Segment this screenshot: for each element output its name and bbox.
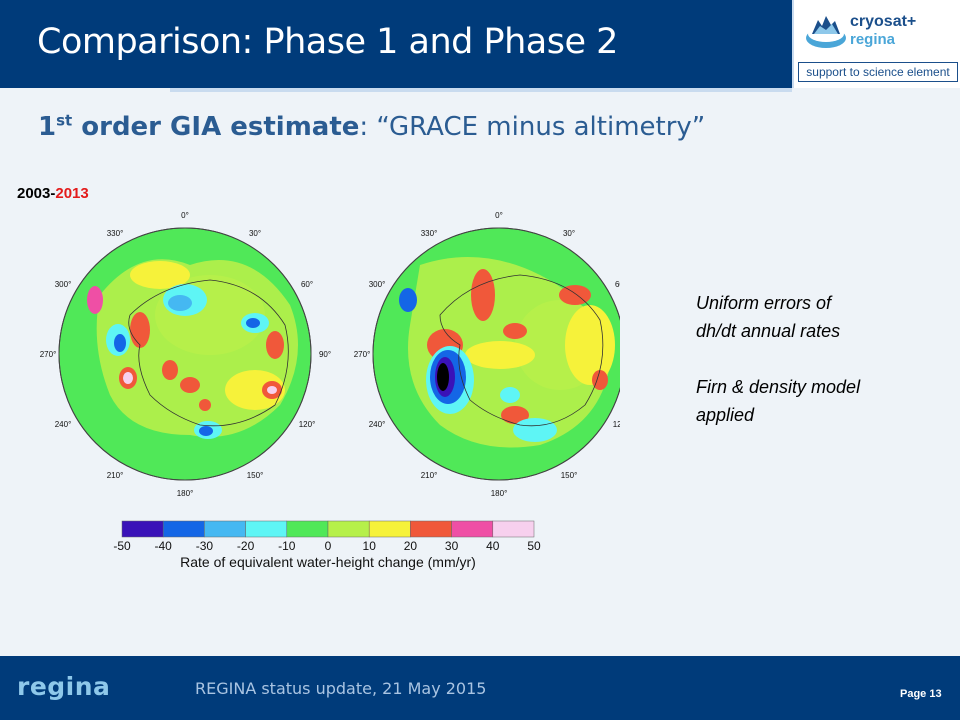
colorbar-swatch [492,520,535,538]
note-line: dh/dt annual rates [696,321,841,341]
colorbar-swatches [121,520,535,538]
map-phase-1-longitude-labels: 0° 30° 60° 90° 120° 150° 180° 210° 240° … [40,211,331,498]
lon-label: 240° [55,420,72,429]
notes-text: Uniform errors of dh/dt annual rates Fir… [696,289,860,429]
subtitle-number: 1 [38,112,57,142]
colorbar-swatch [286,520,329,538]
colorbar-swatch [327,520,370,538]
map-phase-1: 0° 30° 60° 90° 120° 150° 180° 210° 240° … [40,211,331,498]
note-line: Uniform errors of [696,293,832,313]
lon-label: 330° [107,229,124,238]
lon-label: 180° [177,489,194,498]
lon-label: 270° [40,350,56,359]
colorbar-tick-label: -30 [196,539,214,553]
colorbar-ticks: -50 -40 -30 -20 -10 0 10 20 30 40 50 [113,539,541,553]
footer-bar: regina REGINA status update, 21 May 2015… [0,656,960,720]
colorbar-swatch [121,520,164,538]
lon-label: 150° [247,471,264,480]
lon-label: 30° [563,229,575,238]
colorbar-swatch [162,520,205,538]
subtitle-superscript: st [56,111,73,130]
cryosat-regina-logo: cryosat+ regina support to science eleme… [792,0,960,88]
lon-label: 150° [561,471,578,480]
logo-name-line2: regina [850,31,896,48]
logo-name-line1: cryosat+ [850,13,917,30]
lon-label: 120° [299,420,316,429]
lon-label: 210° [107,471,124,480]
header-divider [170,88,792,92]
lon-label: 240° [369,420,386,429]
period-label: 2003-2013 [17,185,89,202]
colorbar-tick-label: 50 [527,539,541,553]
subtitle-bold-text: order GIA estimate [72,112,360,142]
lon-label: 300° [369,280,386,289]
subtitle-rest: : “GRACE minus altimetry” [359,112,706,142]
footer-text: REGINA status update, 21 May 2015 [195,679,487,698]
colorbar-tick-label: -50 [113,539,131,553]
globe-icon [806,16,846,48]
colorbar-swatch [204,520,246,538]
colorbar-tick-label: -20 [237,539,255,553]
colorbar-tick-label: -40 [155,539,173,553]
footer-regina-logo: regina [17,672,111,701]
note-line: applied [696,405,755,425]
colorbar-swatch [410,520,452,538]
antarctica-gia-maps: 0° 30° 60° 90° 120° 150° 180° 210° 240° … [40,211,620,498]
colorbar-swatch [368,520,411,538]
logo-tagline: support to science element [798,62,958,82]
slide-subtitle: 1st order GIA estimate: “GRACE minus alt… [38,112,705,142]
slide-title: Comparison: Phase 1 and Phase 2 [37,22,618,62]
lon-label: 210° [421,471,438,480]
colorbar-swatch [451,520,494,538]
colorbar-tick-label: 30 [445,539,459,553]
period-start: 2003- [17,185,56,202]
lon-label: 300° [55,280,72,289]
map-phase-2: 0° 30° 60° 90° 120° 150° 180° 210° 240° … [354,211,620,498]
lon-label: 30° [249,229,261,238]
colorbar-tick-label: 10 [363,539,377,553]
page-number: Page 13 [900,688,942,700]
lon-label: 0° [495,211,503,220]
lon-label: 60° [615,280,620,289]
lon-label: 270° [354,350,371,359]
lon-label: 0° [181,211,189,220]
colorbar-tick-label: 40 [486,539,500,553]
period-end: 2013 [55,185,89,202]
note-line: Firn & density model [696,377,861,397]
lon-label: 330° [421,229,438,238]
colorbar-tick-label: 20 [404,539,418,553]
lon-label: 120° [613,420,620,429]
colorbar-tick-label: 0 [325,539,332,553]
colorbar-swatch [245,520,288,538]
colorbar-label: Rate of equivalent water-height change (… [180,554,476,570]
lon-label: 90° [319,350,331,359]
colorbar-legend: -50 -40 -30 -20 -10 0 10 20 30 40 50 Rate of equiv… [113,520,541,570]
lon-label: 180° [491,489,508,498]
lon-label: 60° [301,280,313,289]
colorbar-tick-label: -10 [278,539,296,553]
map-phase-2-longitude-labels: 0° 30° 60° 90° 120° 150° 180° 210° 240° … [354,211,620,498]
